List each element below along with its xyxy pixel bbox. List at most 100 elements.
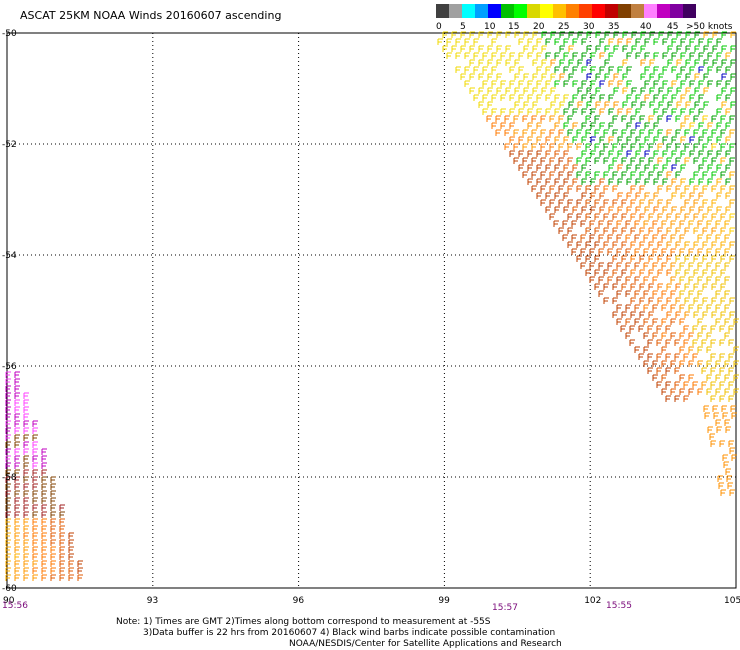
wind-barb — [567, 115, 573, 122]
wind-barb — [59, 553, 65, 560]
wind-barb — [722, 454, 728, 461]
wind-barb — [689, 108, 695, 115]
wind-barb — [451, 31, 457, 38]
wind-barb — [50, 560, 56, 567]
wind-barb — [671, 80, 677, 87]
wind-barb — [32, 490, 38, 497]
wind-barb — [639, 227, 645, 234]
wind-barb — [716, 122, 722, 129]
wind-barb — [662, 178, 668, 185]
wind-barb — [671, 178, 677, 185]
wind-barb — [460, 45, 466, 52]
wind-barb — [576, 171, 582, 178]
wind-barb — [689, 206, 695, 213]
wind-barb — [720, 311, 726, 318]
wind-barb — [720, 241, 726, 248]
wind-barb — [688, 346, 694, 353]
wind-barb — [675, 213, 681, 220]
wind-barb — [666, 157, 672, 164]
wind-barb — [59, 532, 65, 539]
wind-barb — [721, 59, 727, 66]
wind-barb — [558, 185, 564, 192]
wind-barb — [630, 269, 636, 276]
wind-barb — [710, 395, 716, 402]
wind-barb — [675, 283, 681, 290]
wind-barb — [541, 45, 547, 52]
wind-barb — [634, 290, 640, 297]
wind-barb — [643, 234, 649, 241]
wind-barb — [621, 143, 627, 150]
wind-barb — [523, 31, 529, 38]
wind-barb — [500, 108, 506, 115]
wind-barb — [643, 304, 649, 311]
wind-barb — [697, 234, 703, 241]
wind-barb — [626, 178, 632, 185]
wind-barb — [451, 45, 457, 52]
wind-barb — [715, 318, 721, 325]
wind-barb — [720, 143, 726, 150]
wind-barb — [5, 371, 11, 378]
wind-barb — [32, 441, 38, 448]
wind-barb — [540, 129, 546, 136]
wind-barb — [590, 52, 596, 59]
wind-barb — [567, 227, 573, 234]
wind-barb — [653, 122, 659, 129]
wind-barb — [703, 87, 709, 94]
wind-barb — [712, 405, 718, 412]
wind-barb — [500, 80, 506, 87]
wind-barb — [603, 171, 609, 178]
wind-barb — [5, 406, 11, 413]
wind-barb — [545, 206, 551, 213]
wind-barb — [626, 80, 632, 87]
wind-barb — [702, 255, 708, 262]
wind-barb — [652, 234, 658, 241]
wind-barb — [23, 434, 29, 441]
legend-label: 30 — [583, 22, 595, 32]
wind-barb — [518, 80, 524, 87]
wind-barb — [522, 129, 528, 136]
wind-barb — [721, 73, 727, 80]
wind-barb — [661, 388, 667, 395]
wind-barb — [554, 66, 560, 73]
wind-barb — [545, 52, 551, 59]
wind-barb — [648, 311, 654, 318]
wind-barb — [603, 297, 609, 304]
wind-barb — [68, 539, 74, 546]
wind-barb — [41, 574, 47, 581]
wind-barb — [717, 475, 723, 482]
wind-barb — [576, 241, 582, 248]
wind-barb — [653, 178, 659, 185]
wind-barb — [683, 325, 689, 332]
wind-barb — [594, 283, 600, 290]
wind-barb — [590, 66, 596, 73]
wind-barb — [32, 560, 38, 567]
wind-barb — [652, 248, 658, 255]
wind-barb — [666, 269, 672, 276]
wind-barb — [716, 150, 722, 157]
wind-barb — [586, 73, 592, 80]
wind-barb — [630, 297, 636, 304]
legend-swatch — [644, 4, 657, 18]
wind-barb — [671, 164, 677, 171]
wind-barb — [702, 143, 708, 150]
wind-barb — [688, 220, 694, 227]
wind-barb — [32, 462, 38, 469]
wind-barb — [558, 171, 564, 178]
wind-barb — [639, 185, 645, 192]
wind-barb — [716, 66, 722, 73]
wind-barb — [496, 59, 502, 66]
wind-barb — [545, 94, 551, 101]
wind-barb — [522, 157, 528, 164]
wind-barb — [724, 419, 730, 426]
wind-barb — [634, 234, 640, 241]
wind-barb — [598, 276, 604, 283]
wind-barb — [478, 73, 484, 80]
wind-barb — [5, 385, 11, 392]
wind-barb — [665, 381, 671, 388]
wind-barb — [675, 241, 681, 248]
wind-barb — [649, 101, 655, 108]
wind-barb — [513, 157, 519, 164]
latitude-label: -50 — [2, 29, 17, 39]
wind-barb — [733, 360, 739, 367]
wind-barb — [710, 353, 716, 360]
